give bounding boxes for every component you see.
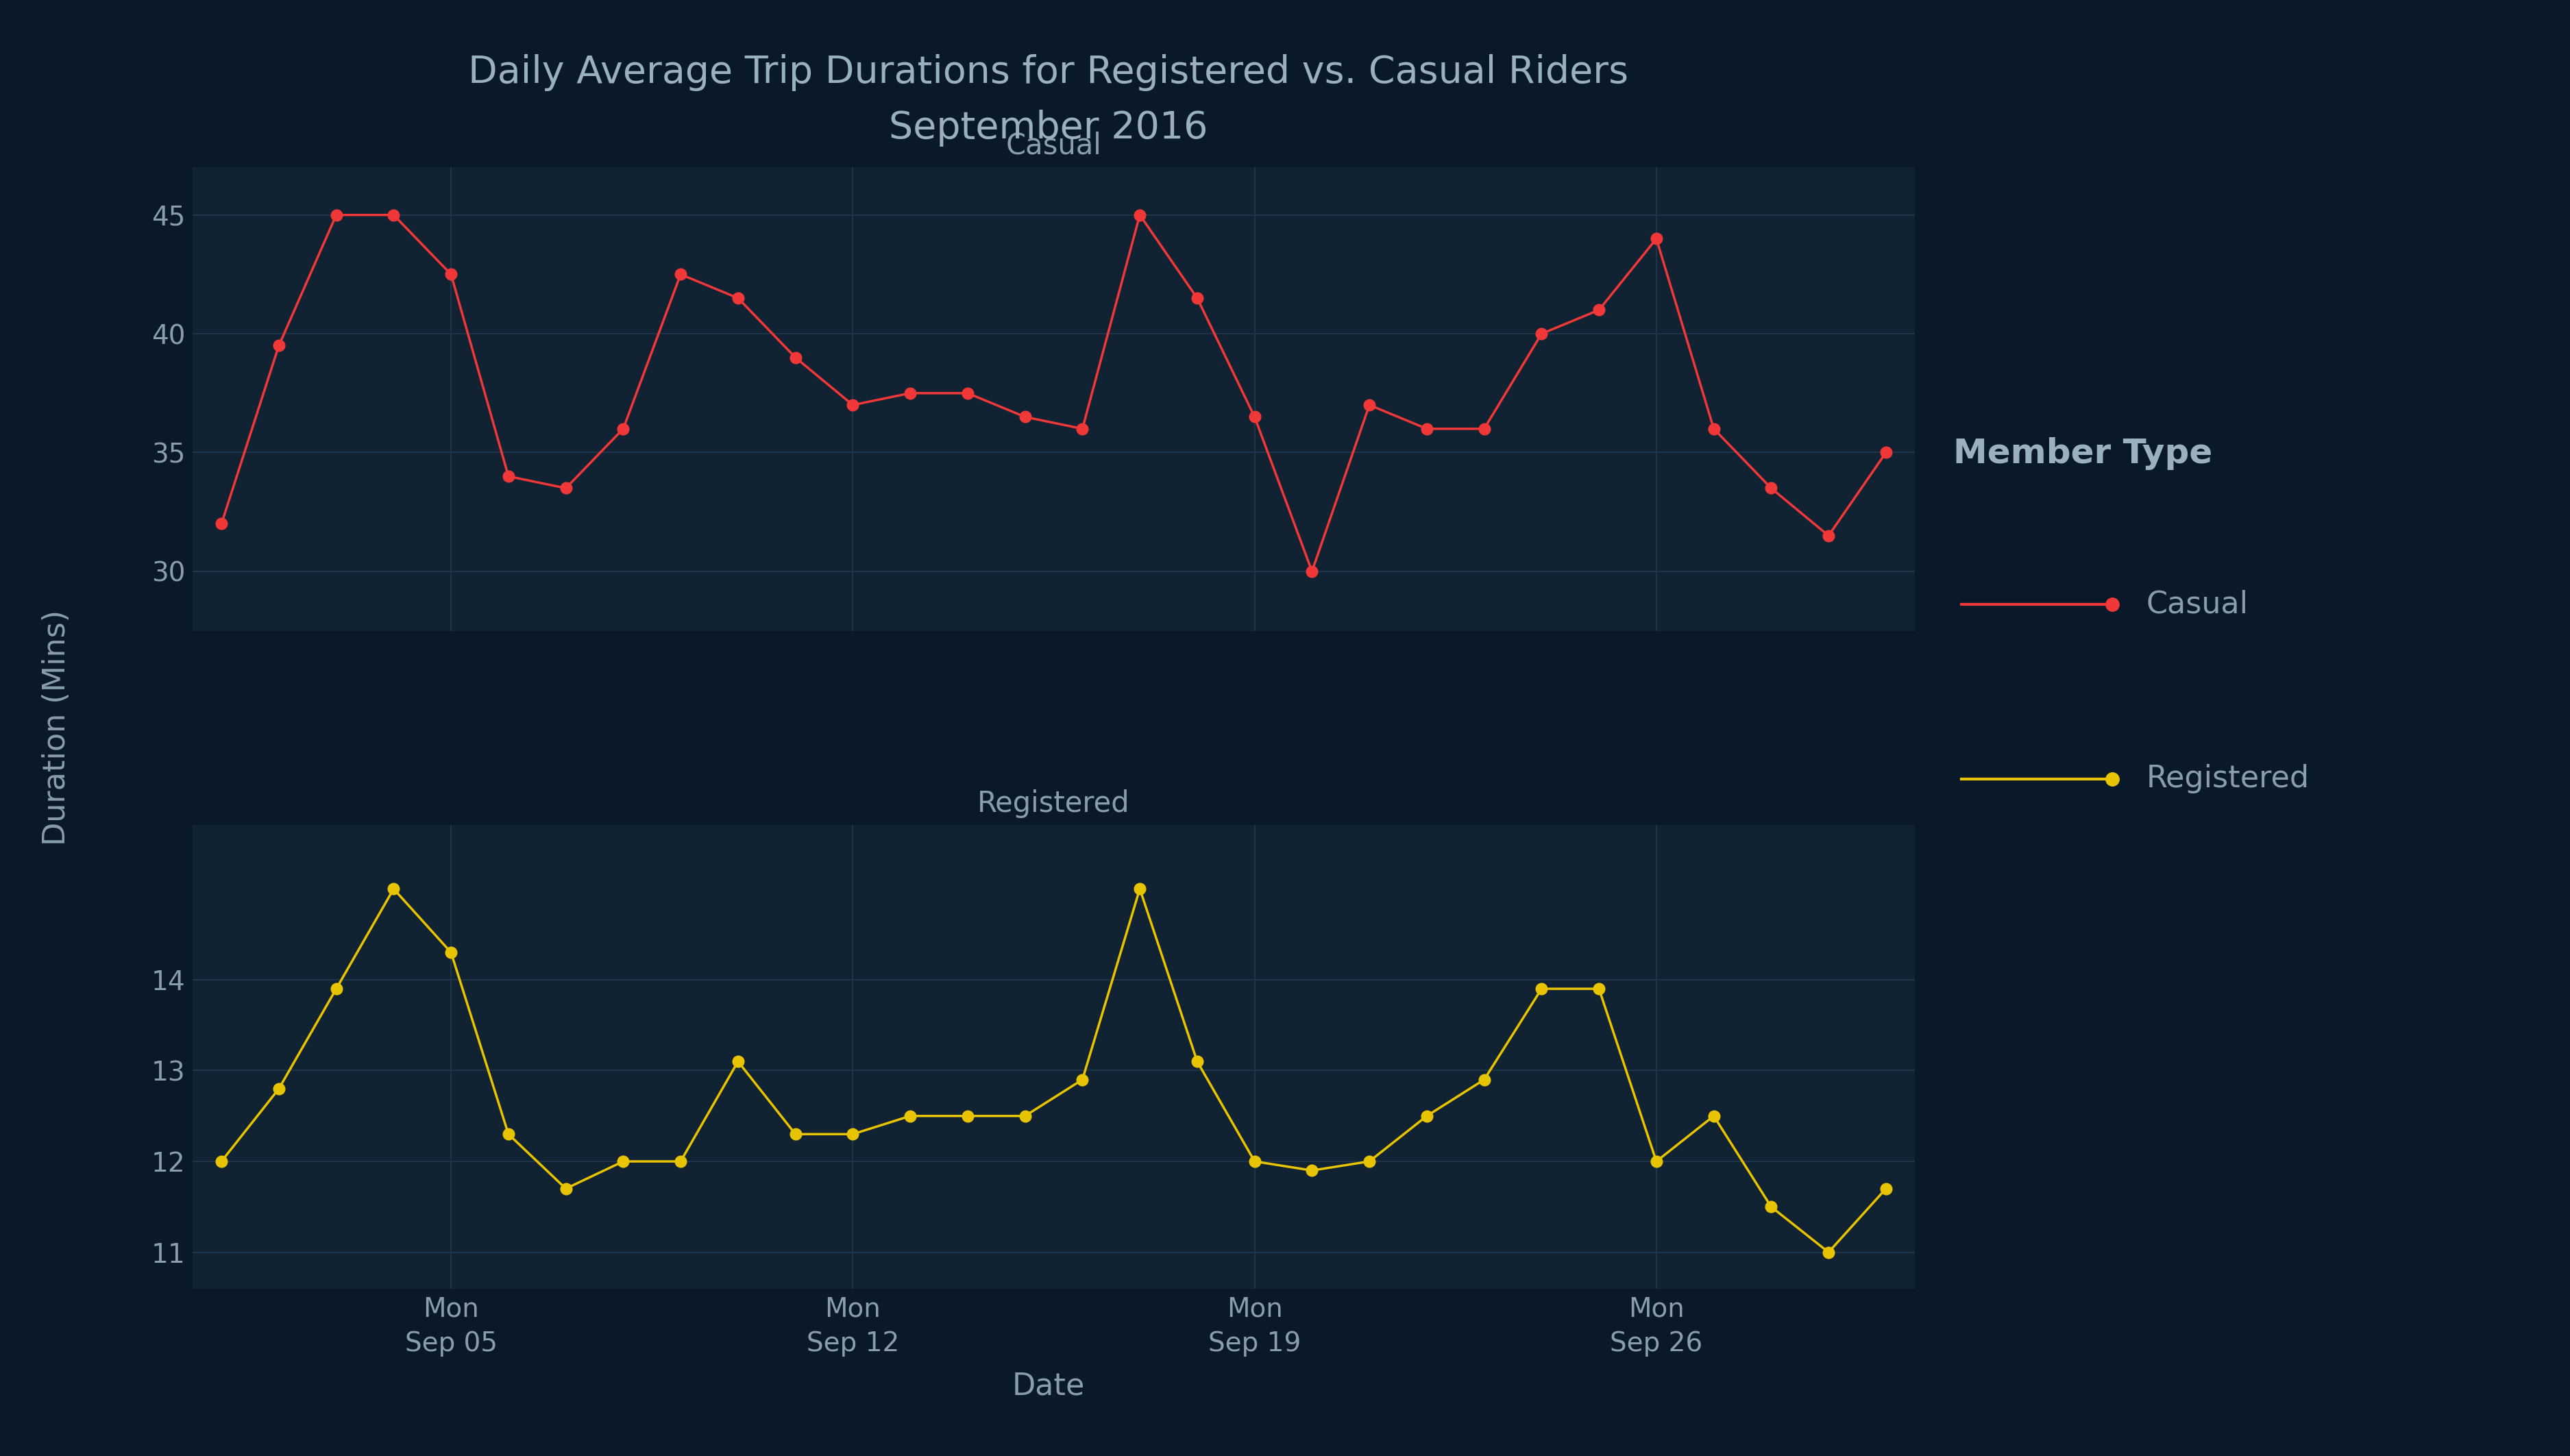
Text: Casual: Casual <box>2146 590 2249 619</box>
Text: Member Type: Member Type <box>1953 437 2213 470</box>
Text: Date: Date <box>1013 1372 1085 1401</box>
Title: Casual: Casual <box>1005 131 1103 160</box>
Title: Registered: Registered <box>977 789 1131 818</box>
Text: Duration (Mins): Duration (Mins) <box>41 610 72 846</box>
Text: September 2016: September 2016 <box>889 109 1208 147</box>
Text: Registered: Registered <box>2146 764 2310 794</box>
Text: Daily Average Trip Durations for Registered vs. Casual Riders: Daily Average Trip Durations for Registe… <box>468 54 1629 92</box>
